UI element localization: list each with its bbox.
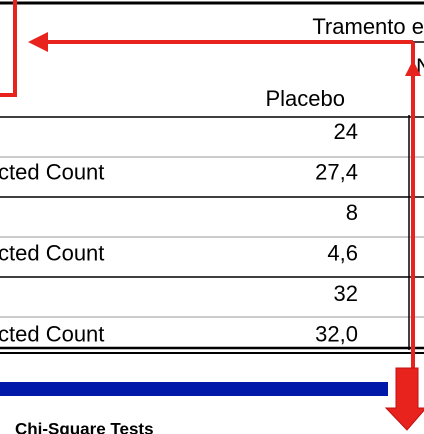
arrow-head (28, 32, 48, 52)
row-label: cted Count (0, 321, 104, 346)
table-rows: 24 cted Count 27,4 8 cted Count 4,6 32 cted Cou… (0, 119, 358, 347)
arrow-head (405, 60, 421, 76)
cell-value: 32 (334, 281, 358, 306)
footer-title: Chi-Square Tests (15, 419, 154, 434)
cell-value: 4,6 (327, 240, 358, 265)
blue-bar (0, 382, 388, 396)
row-label: cted Count (0, 240, 104, 265)
cell-value: 32,0 (315, 321, 358, 346)
row-label: cted Count (0, 159, 104, 184)
cell-value: 27,4 (315, 159, 358, 184)
sub-header: N (416, 54, 424, 79)
cell-value: 24 (334, 119, 358, 144)
red-box (0, 0, 17, 97)
down-arrow (384, 367, 424, 431)
group-header: Tramento e (312, 14, 424, 39)
cell-value: 8 (346, 200, 358, 225)
column-header: Placebo (265, 86, 345, 111)
